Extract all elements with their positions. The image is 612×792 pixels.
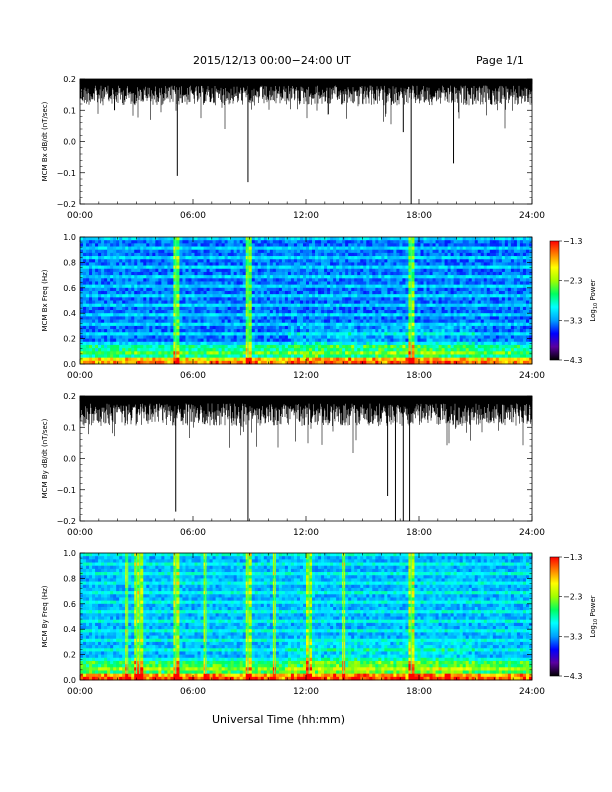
y-tick-label: −0.2 (57, 200, 76, 209)
colorbar: −1.3 −2.3 −3.3 −4.3 Log10 Power (549, 237, 599, 365)
x-tick-label: 18:00 (406, 371, 432, 381)
x-tick-label: 00:00 (67, 211, 93, 221)
colorbar-tick-label: −3.3 (563, 316, 582, 325)
x-tick-label: 00:00 (67, 371, 93, 381)
y-axis-label: MCM Bx Freq (Hz) (41, 269, 49, 331)
colorbar-tick-label: −2.3 (563, 277, 582, 286)
y-axis-label: MCM By Freq (Hz) (41, 585, 49, 647)
x-tick-label: 18:00 (406, 211, 432, 221)
x-tick-label: 24:00 (519, 371, 545, 381)
x-tick-label: 06:00 (180, 211, 206, 221)
y-tick-label: 0.2 (63, 392, 76, 401)
y-tick-label: 0.0 (63, 676, 76, 685)
dbdt-trace (79, 396, 533, 521)
y-axis-label: MCM By dB/dt (nT/sec) (41, 418, 49, 498)
x-tick-label: 12:00 (293, 211, 319, 221)
x-tick-label: 24:00 (519, 687, 545, 697)
y-tick-label: −0.1 (57, 169, 76, 178)
y-tick-label: 1.0 (63, 233, 76, 242)
y-axis-label: MCM Bx dB/dt (nT/sec) (41, 101, 49, 181)
colorbar-tick-label: −4.3 (563, 672, 582, 681)
y-tick-label: 0.8 (63, 258, 76, 267)
y-tick-label: 1.0 (63, 549, 76, 558)
x-tick-label: 12:00 (293, 371, 319, 381)
x-tick-label: 24:00 (519, 528, 545, 538)
colorbar-tick-label: −4.3 (563, 356, 582, 365)
x-tick-label: 00:00 (67, 528, 93, 538)
spectrogram (80, 237, 533, 365)
colorbar-label: Log10 Power (589, 279, 599, 321)
y-tick-label: −0.2 (57, 517, 76, 526)
colorbar-tick-label: −1.3 (563, 237, 582, 246)
x-tick-label: 18:00 (406, 528, 432, 538)
x-axis-label: Universal Time (hh:mm) (212, 713, 345, 726)
y-tick-label: −0.1 (57, 486, 76, 495)
x-tick-label: 06:00 (180, 528, 206, 538)
y-tick-label: 0.2 (63, 75, 76, 84)
y-tick-label: 0.8 (63, 574, 76, 583)
x-tick-label: 12:00 (293, 687, 319, 697)
y-tick-label: 0.4 (63, 625, 76, 634)
x-tick-label: 24:00 (519, 211, 545, 221)
dbdt-trace (79, 79, 533, 204)
x-tick-label: 06:00 (180, 687, 206, 697)
y-tick-label: 0.0 (63, 455, 76, 464)
colorbar: −1.3 −2.3 −3.3 −4.3 Log10 Power (549, 553, 599, 681)
y-tick-label: 0.6 (63, 284, 76, 293)
date-range-title: 2015/12/13 00:00−24:00 UT (193, 54, 351, 67)
y-tick-label: 0.2 (63, 651, 76, 660)
page-indicator: Page 1/1 (476, 54, 524, 67)
y-tick-label: 0.4 (63, 309, 76, 318)
spectrogram (80, 553, 533, 681)
y-tick-label: 0.1 (63, 106, 76, 115)
x-tick-label: 12:00 (293, 528, 319, 538)
colorbar-tick-label: −1.3 (563, 553, 582, 562)
y-tick-label: 0.0 (63, 360, 76, 369)
colorbar-tick-label: −2.3 (563, 593, 582, 602)
y-tick-label: 0.0 (63, 138, 76, 147)
x-tick-label: 06:00 (180, 371, 206, 381)
x-tick-label: 18:00 (406, 687, 432, 697)
y-tick-label: 0.6 (63, 600, 76, 609)
x-tick-label: 00:00 (67, 687, 93, 697)
y-tick-label: 0.1 (63, 423, 76, 432)
colorbar-tick-label: −3.3 (563, 632, 582, 641)
y-tick-label: 0.2 (63, 335, 76, 344)
colorbar-label: Log10 Power (589, 595, 599, 637)
